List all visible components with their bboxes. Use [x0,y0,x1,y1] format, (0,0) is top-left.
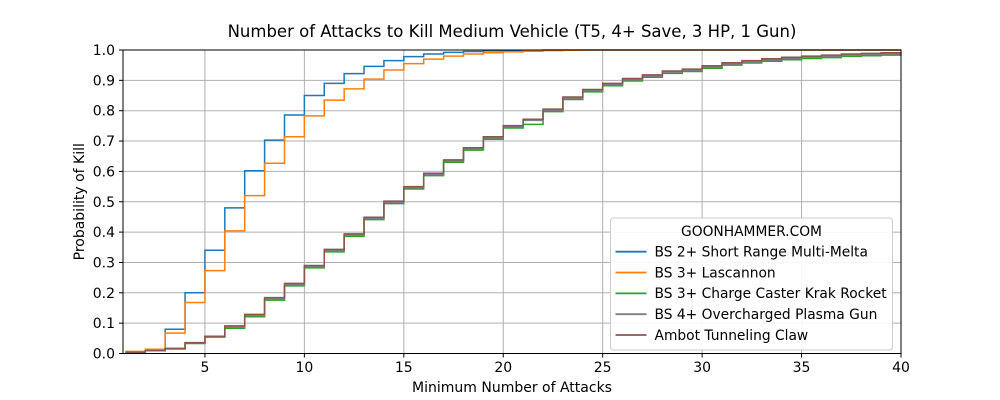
legend-item-label: BS 4+ Overcharged Plasma Gun [655,307,878,323]
legend-item-label: BS 2+ Short Range Multi-Melta [655,245,868,261]
legend-item-label: Ambot Tunneling Claw [655,328,809,344]
y-tick-label: 0.9 [93,73,115,89]
legend-item-label: BS 3+ Lascannon [655,265,776,281]
legend-box [610,217,893,351]
x-tick-label: 5 [200,360,209,376]
series-line-bs-3-charge-caster-krak-rocket [125,54,902,354]
y-tick-label: 0.2 [93,286,115,302]
legend-item: BS 4+ Overcharged Plasma Gun [615,307,878,323]
x-tick-label: 20 [494,360,512,376]
y-tick-label: 0.3 [93,255,115,271]
chart-title: Number of Attacks to Kill Medium Vehicle… [228,22,797,41]
legend-item: BS 2+ Short Range Multi-Melta [615,245,868,261]
x-tick-label: 10 [295,360,313,376]
legend-item-label: BS 3+ Charge Caster Krak Rocket [655,286,888,302]
series-line-ambot-tunneling-claw [125,51,902,354]
x-tick-label: 35 [793,360,811,376]
y-tick-label: 0.4 [93,225,115,241]
y-axis-label: Probability of Kill [72,143,88,260]
y-tick-label: 1.0 [93,43,115,59]
legend-item: Ambot Tunneling Claw [615,328,809,344]
x-tick-label: 15 [395,360,413,376]
y-tick-label: 0.5 [93,195,115,211]
legend-title: GOONHAMMER.COM [681,224,822,240]
x-axis-label: Minimum Number of Attacks [412,380,612,396]
y-tick-label: 0.0 [93,347,115,363]
x-tick-label: 40 [892,360,910,376]
legend-item: BS 3+ Charge Caster Krak Rocket [615,286,888,302]
legend: GOONHAMMER.COM BS 2+ Short Range Multi-Me… [610,217,893,351]
y-tick-label: 0.7 [93,134,115,150]
ticks [119,49,902,358]
y-tick-label: 0.1 [93,316,115,332]
legend-item: BS 3+ Lascannon [615,265,776,281]
x-tick-label: 25 [594,360,612,376]
y-tick-label: 0.6 [93,164,115,180]
y-tick-label: 0.8 [93,104,115,120]
series-line-bs-4-overcharged-plasma-gun [125,53,902,354]
x-tick-label: 30 [693,360,711,376]
